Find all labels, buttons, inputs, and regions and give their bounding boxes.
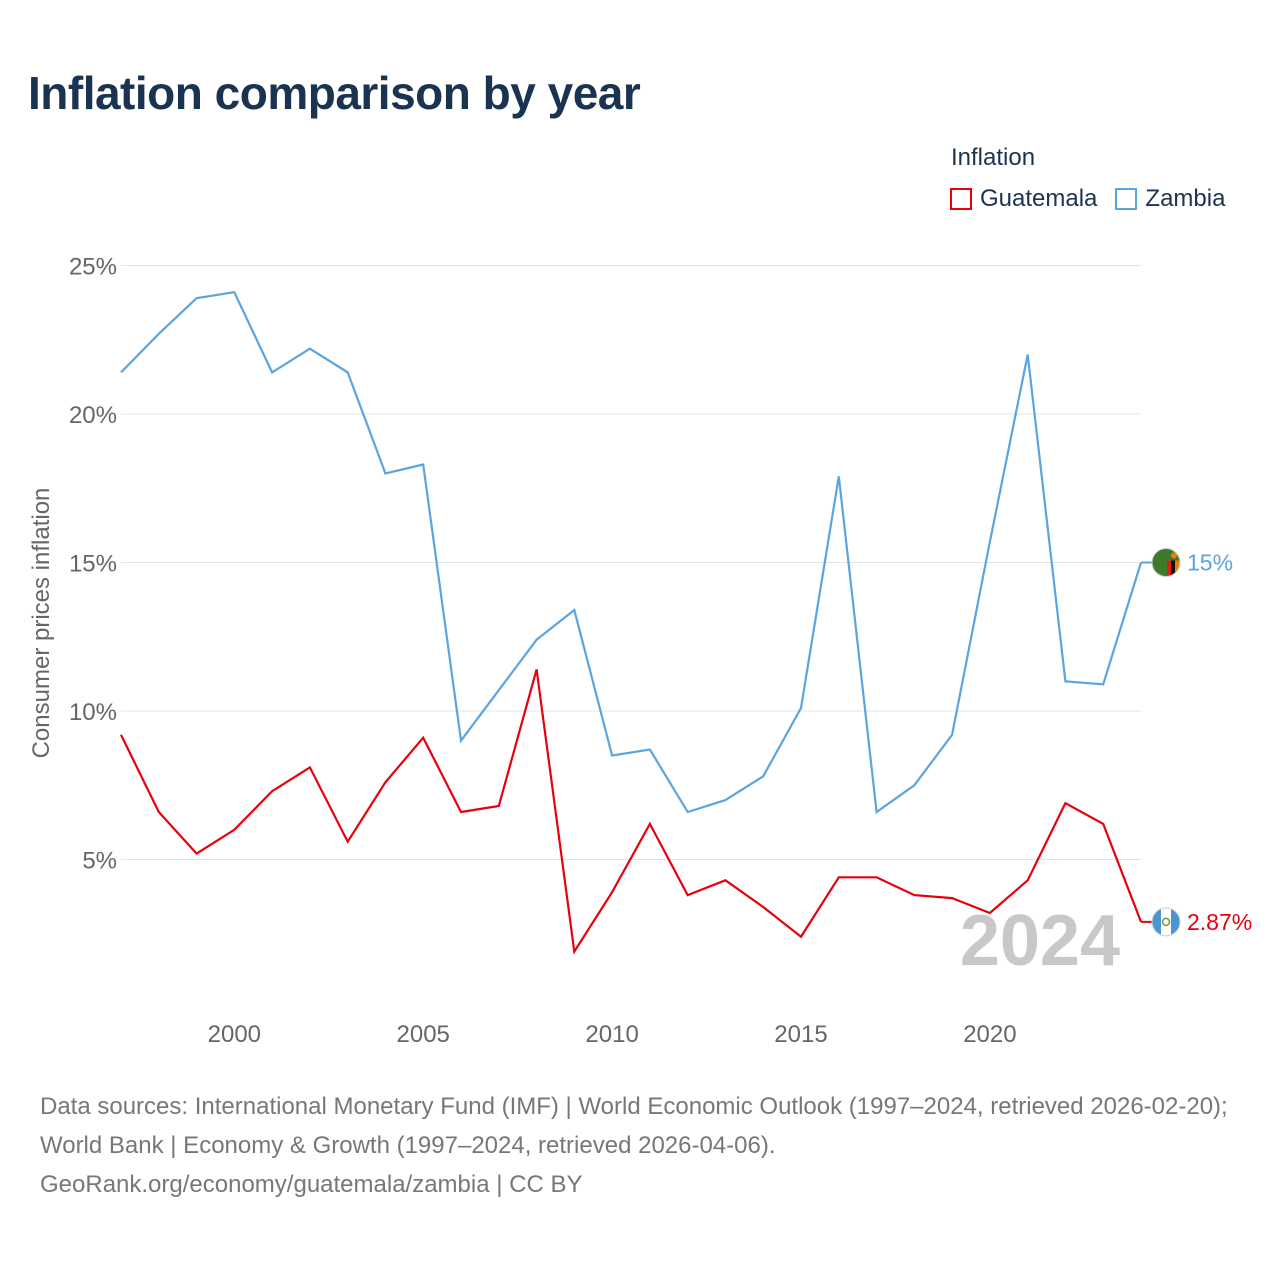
legend: Guatemala Zambia — [950, 185, 1225, 213]
footer: Data sources: International Monetary Fun… — [40, 1087, 1245, 1204]
series-line-zambia[interactable] — [120, 290, 1143, 814]
end-markers: 2.87% 15% — [1141, 548, 1252, 937]
y-tick-label: 15% — [69, 551, 117, 578]
chart-title: Inflation comparison by year — [28, 67, 641, 119]
legend-item-zambia[interactable]: Zambia — [1115, 185, 1225, 213]
series-line-guatemala[interactable] — [120, 669, 1143, 955]
guatemala-flag-icon — [1151, 907, 1181, 937]
gridlines — [121, 265, 1141, 860]
data-sources: Data sources: International Monetary Fun… — [40, 1093, 1228, 1159]
y-tick-label: 10% — [69, 699, 117, 726]
credit-link[interactable]: GeoRank.org/economy/guatemala/zambia | C… — [40, 1171, 583, 1198]
y-tick-label: 25% — [69, 254, 117, 281]
chart-area: 5% 10% 15% 20% 25% 2000 2005 2010 2015 2020 2024… — [69, 254, 1252, 1049]
x-tick-label: 2000 — [208, 1021, 261, 1048]
legend-swatch-guatemala — [950, 188, 972, 210]
legend-label-zambia: Zambia — [1145, 185, 1226, 212]
end-value-label-guatemala: 2.87% — [1187, 909, 1252, 935]
x-tick-label: 2010 — [585, 1021, 638, 1048]
year-watermark: 2024 — [960, 901, 1120, 981]
legend-title: Inflation — [951, 144, 1036, 171]
zambia-flag-icon — [1151, 548, 1181, 577]
end-value-label-zambia: 15% — [1187, 550, 1233, 576]
y-tick-label: 20% — [69, 402, 117, 429]
x-tick-label: 2005 — [397, 1021, 450, 1048]
legend-label-guatemala: Guatemala — [980, 185, 1098, 212]
x-tick-labels: 2000 2005 2010 2015 2020 — [208, 1021, 1017, 1048]
y-tick-labels: 5% 10% 15% 20% 25% — [69, 254, 117, 875]
y-tick-label: 5% — [82, 848, 117, 875]
legend-swatch-zambia — [1115, 188, 1138, 210]
legend-item-guatemala[interactable]: Guatemala — [950, 185, 1097, 213]
series-lines — [120, 290, 1143, 955]
x-tick-label: 2015 — [774, 1021, 827, 1048]
x-tick-label: 2020 — [963, 1021, 1016, 1048]
